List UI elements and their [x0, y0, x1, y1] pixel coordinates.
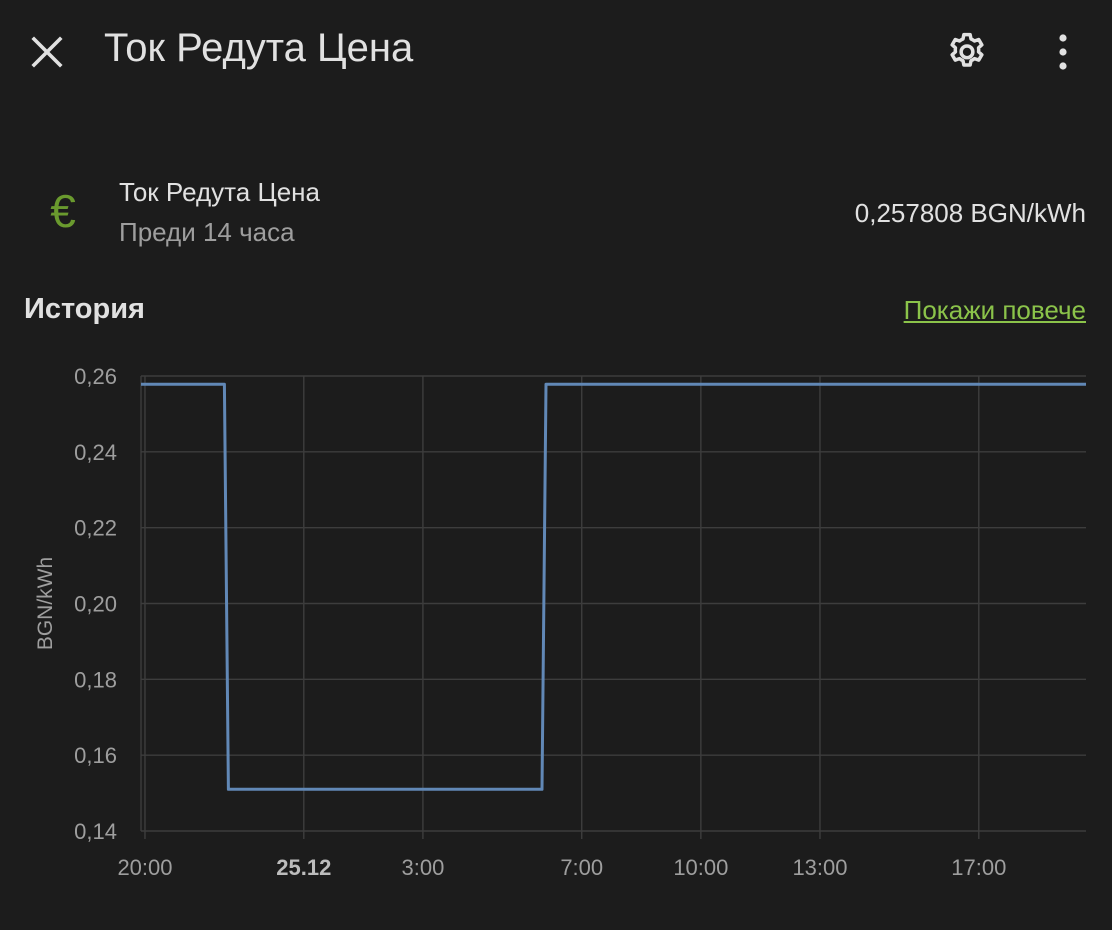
entity-name: Ток Редута Цена [119, 177, 320, 207]
x-tick-label: 20:00 [117, 855, 172, 880]
top-app-bar: Ток Редута Цена [0, 0, 1112, 104]
close-button[interactable] [22, 27, 72, 77]
x-tick-label: 13:00 [792, 855, 847, 880]
history-chart[interactable]: 0,26 0,24 0,22 0,20 0,18 0,16 0,14 20:00 25.12 3… [0, 340, 1112, 900]
close-icon [31, 36, 63, 68]
x-tick-label: 17:00 [951, 855, 1006, 880]
y-grid [141, 375, 1086, 832]
x-tick-label: 10:00 [673, 855, 728, 880]
x-tick-label: 3:00 [401, 855, 444, 880]
more-options-button[interactable] [1038, 27, 1088, 77]
settings-button[interactable] [942, 27, 992, 77]
history-heading: История [24, 293, 145, 325]
x-grid [140, 376, 980, 839]
y-tick-label: 0,14 [74, 819, 117, 844]
euro-icon: € [50, 185, 76, 237]
entity-row[interactable]: € Ток Редута Цена Преди 14 часа 0,257808… [0, 170, 1112, 256]
dialog-title: Ток Редута Цена [104, 26, 414, 70]
x-tick-label: 7:00 [560, 855, 603, 880]
x-tick-label: 25.12 [276, 855, 331, 880]
series-line [141, 382, 1086, 791]
y-tick-label: 0,20 [74, 592, 117, 617]
y-tick-label: 0,26 [74, 364, 117, 389]
y-tick-label: 0,24 [74, 440, 117, 465]
gear-icon [950, 32, 984, 67]
y-tick-label: 0,16 [74, 743, 117, 768]
y-tick-labels: 0,26 0,24 0,22 0,20 0,18 0,16 0,14 [74, 364, 117, 844]
entity-state: 0,257808 BGN/kWh [854, 198, 1086, 228]
last-changed: Преди 14 часа [119, 217, 295, 247]
y-tick-label: 0,18 [74, 667, 117, 692]
series-layer [141, 382, 1086, 791]
y-tick-label: 0,22 [74, 516, 117, 541]
x-tick-labels: 20:00 25.12 3:00 7:00 10:00 13:00 17:00 [117, 855, 1006, 880]
show-more-link[interactable]: Покажи повече [903, 295, 1086, 325]
more-vertical-icon [1059, 34, 1067, 70]
y-axis-label: BGN/kWh [34, 557, 57, 650]
